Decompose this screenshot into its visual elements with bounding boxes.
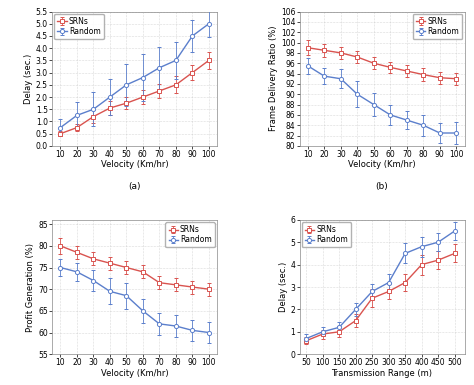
- Legend: SRNs, Random: SRNs, Random: [413, 14, 462, 39]
- Y-axis label: Delay (sec.): Delay (sec.): [24, 54, 33, 104]
- X-axis label: Velocity (Km/hr): Velocity (Km/hr): [348, 161, 416, 169]
- Legend: SRNs, Random: SRNs, Random: [55, 14, 104, 39]
- X-axis label: Velocity (Km/hr): Velocity (Km/hr): [101, 161, 168, 169]
- Legend: SRNs, Random: SRNs, Random: [302, 222, 351, 248]
- X-axis label: Transmission Range (m): Transmission Range (m): [331, 369, 433, 378]
- Text: (a): (a): [128, 182, 141, 191]
- X-axis label: Velocity (Km/hr): Velocity (Km/hr): [101, 369, 168, 378]
- Y-axis label: Profit Generation (%): Profit Generation (%): [27, 243, 36, 331]
- Y-axis label: Delay (sec.): Delay (sec.): [279, 262, 288, 312]
- Legend: SRNs, Random: SRNs, Random: [165, 222, 215, 248]
- Y-axis label: Frame Delivery Ratio (%): Frame Delivery Ratio (%): [269, 26, 278, 132]
- Text: (b): (b): [376, 182, 388, 191]
